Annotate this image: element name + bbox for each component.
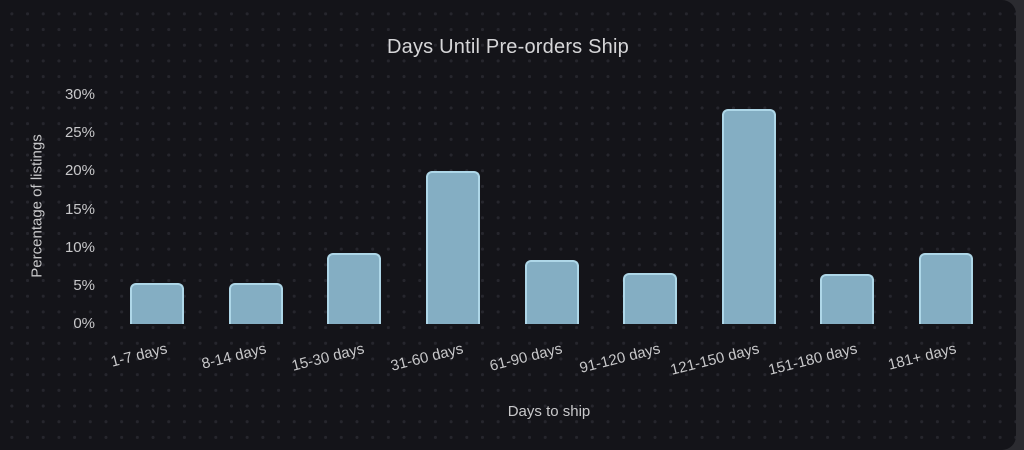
bar-151-180-days[interactable] bbox=[820, 273, 875, 324]
y-tick-label: 20% bbox=[64, 162, 95, 180]
x-tick-label: 151-180 days bbox=[767, 340, 860, 379]
x-tick-label: 61-90 days bbox=[487, 340, 564, 375]
bar-61-90-days[interactable] bbox=[524, 259, 579, 324]
y-tick-label: 30% bbox=[64, 86, 95, 103]
chart-title: Days Until Pre-orders Ship bbox=[387, 36, 629, 58]
y-tick-label: 15% bbox=[64, 200, 95, 218]
x-tick-label: 91-120 days bbox=[577, 340, 663, 377]
y-tick-label: 10% bbox=[64, 238, 95, 256]
x-tick-label: 121-150 days bbox=[668, 340, 761, 379]
y-tick-label: 5% bbox=[73, 276, 95, 294]
x-tick-label: 8-14 days bbox=[199, 340, 268, 373]
x-tick-label: 15-30 days bbox=[290, 340, 367, 375]
bar-8-14-days[interactable] bbox=[228, 282, 283, 324]
y-tick-label: 25% bbox=[64, 124, 95, 142]
x-tick-label: 1-7 days bbox=[109, 340, 170, 371]
y-tick-label: 0% bbox=[73, 315, 95, 332]
x-axis-title: Days to ship bbox=[507, 403, 591, 420]
bar-91-120-days[interactable] bbox=[623, 272, 678, 324]
bar-15-30-days[interactable] bbox=[327, 253, 382, 324]
x-tick-label: 181+ days bbox=[886, 340, 959, 374]
bar-121-150-days[interactable] bbox=[721, 108, 776, 324]
bar-181+-days[interactable] bbox=[919, 253, 973, 324]
x-tick-label: 31-60 days bbox=[388, 340, 465, 375]
bar-31-60-days[interactable] bbox=[425, 171, 480, 324]
bar-1-7-days[interactable] bbox=[130, 282, 184, 324]
